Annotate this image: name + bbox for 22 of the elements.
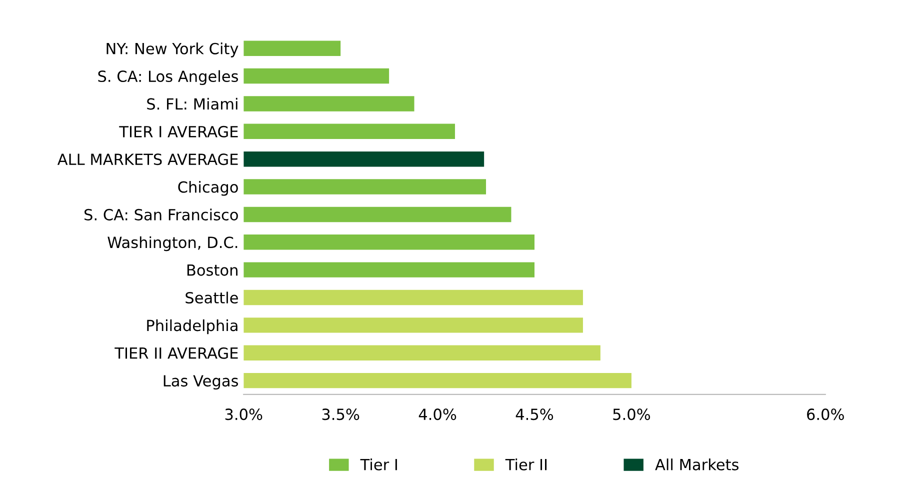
y-tick-label: Boston xyxy=(187,264,238,276)
legend-label: Tier I xyxy=(360,458,397,470)
x-tick-label: 3.0% xyxy=(225,408,262,420)
x-tick-label: 5.0% xyxy=(613,408,650,420)
y-tick-label: Seattle xyxy=(186,292,238,304)
y-tick-label: S. FL: Miami xyxy=(147,98,238,110)
y-tick-label: TIER II AVERAGE xyxy=(114,347,238,359)
x-tick-label: 4.5% xyxy=(516,408,554,420)
legend-label: All Markets xyxy=(655,458,738,470)
y-tick-label: Washington, D.C. xyxy=(108,236,238,252)
y-tick-label: S. CA: San Francisco xyxy=(84,208,238,220)
y-tick-label: Chicago xyxy=(178,180,238,196)
y-tick-label: Philadelphia xyxy=(147,319,238,334)
y-tick-label: NY: New York City xyxy=(106,42,238,58)
y-tick-label: S. CA: Los Angeles xyxy=(98,70,238,86)
y-tick-label: TIER I AVERAGE xyxy=(119,126,238,138)
y-tick-label: ALL MARKETS AVERAGE xyxy=(57,154,238,166)
y-tick-label: Las Vegas xyxy=(164,375,238,390)
x-tick-label: 6.0% xyxy=(807,408,844,420)
x-tick-label: 4.0% xyxy=(418,408,456,420)
x-tick-label: 3.5% xyxy=(322,408,360,420)
legend-label: Tier II xyxy=(505,458,547,470)
